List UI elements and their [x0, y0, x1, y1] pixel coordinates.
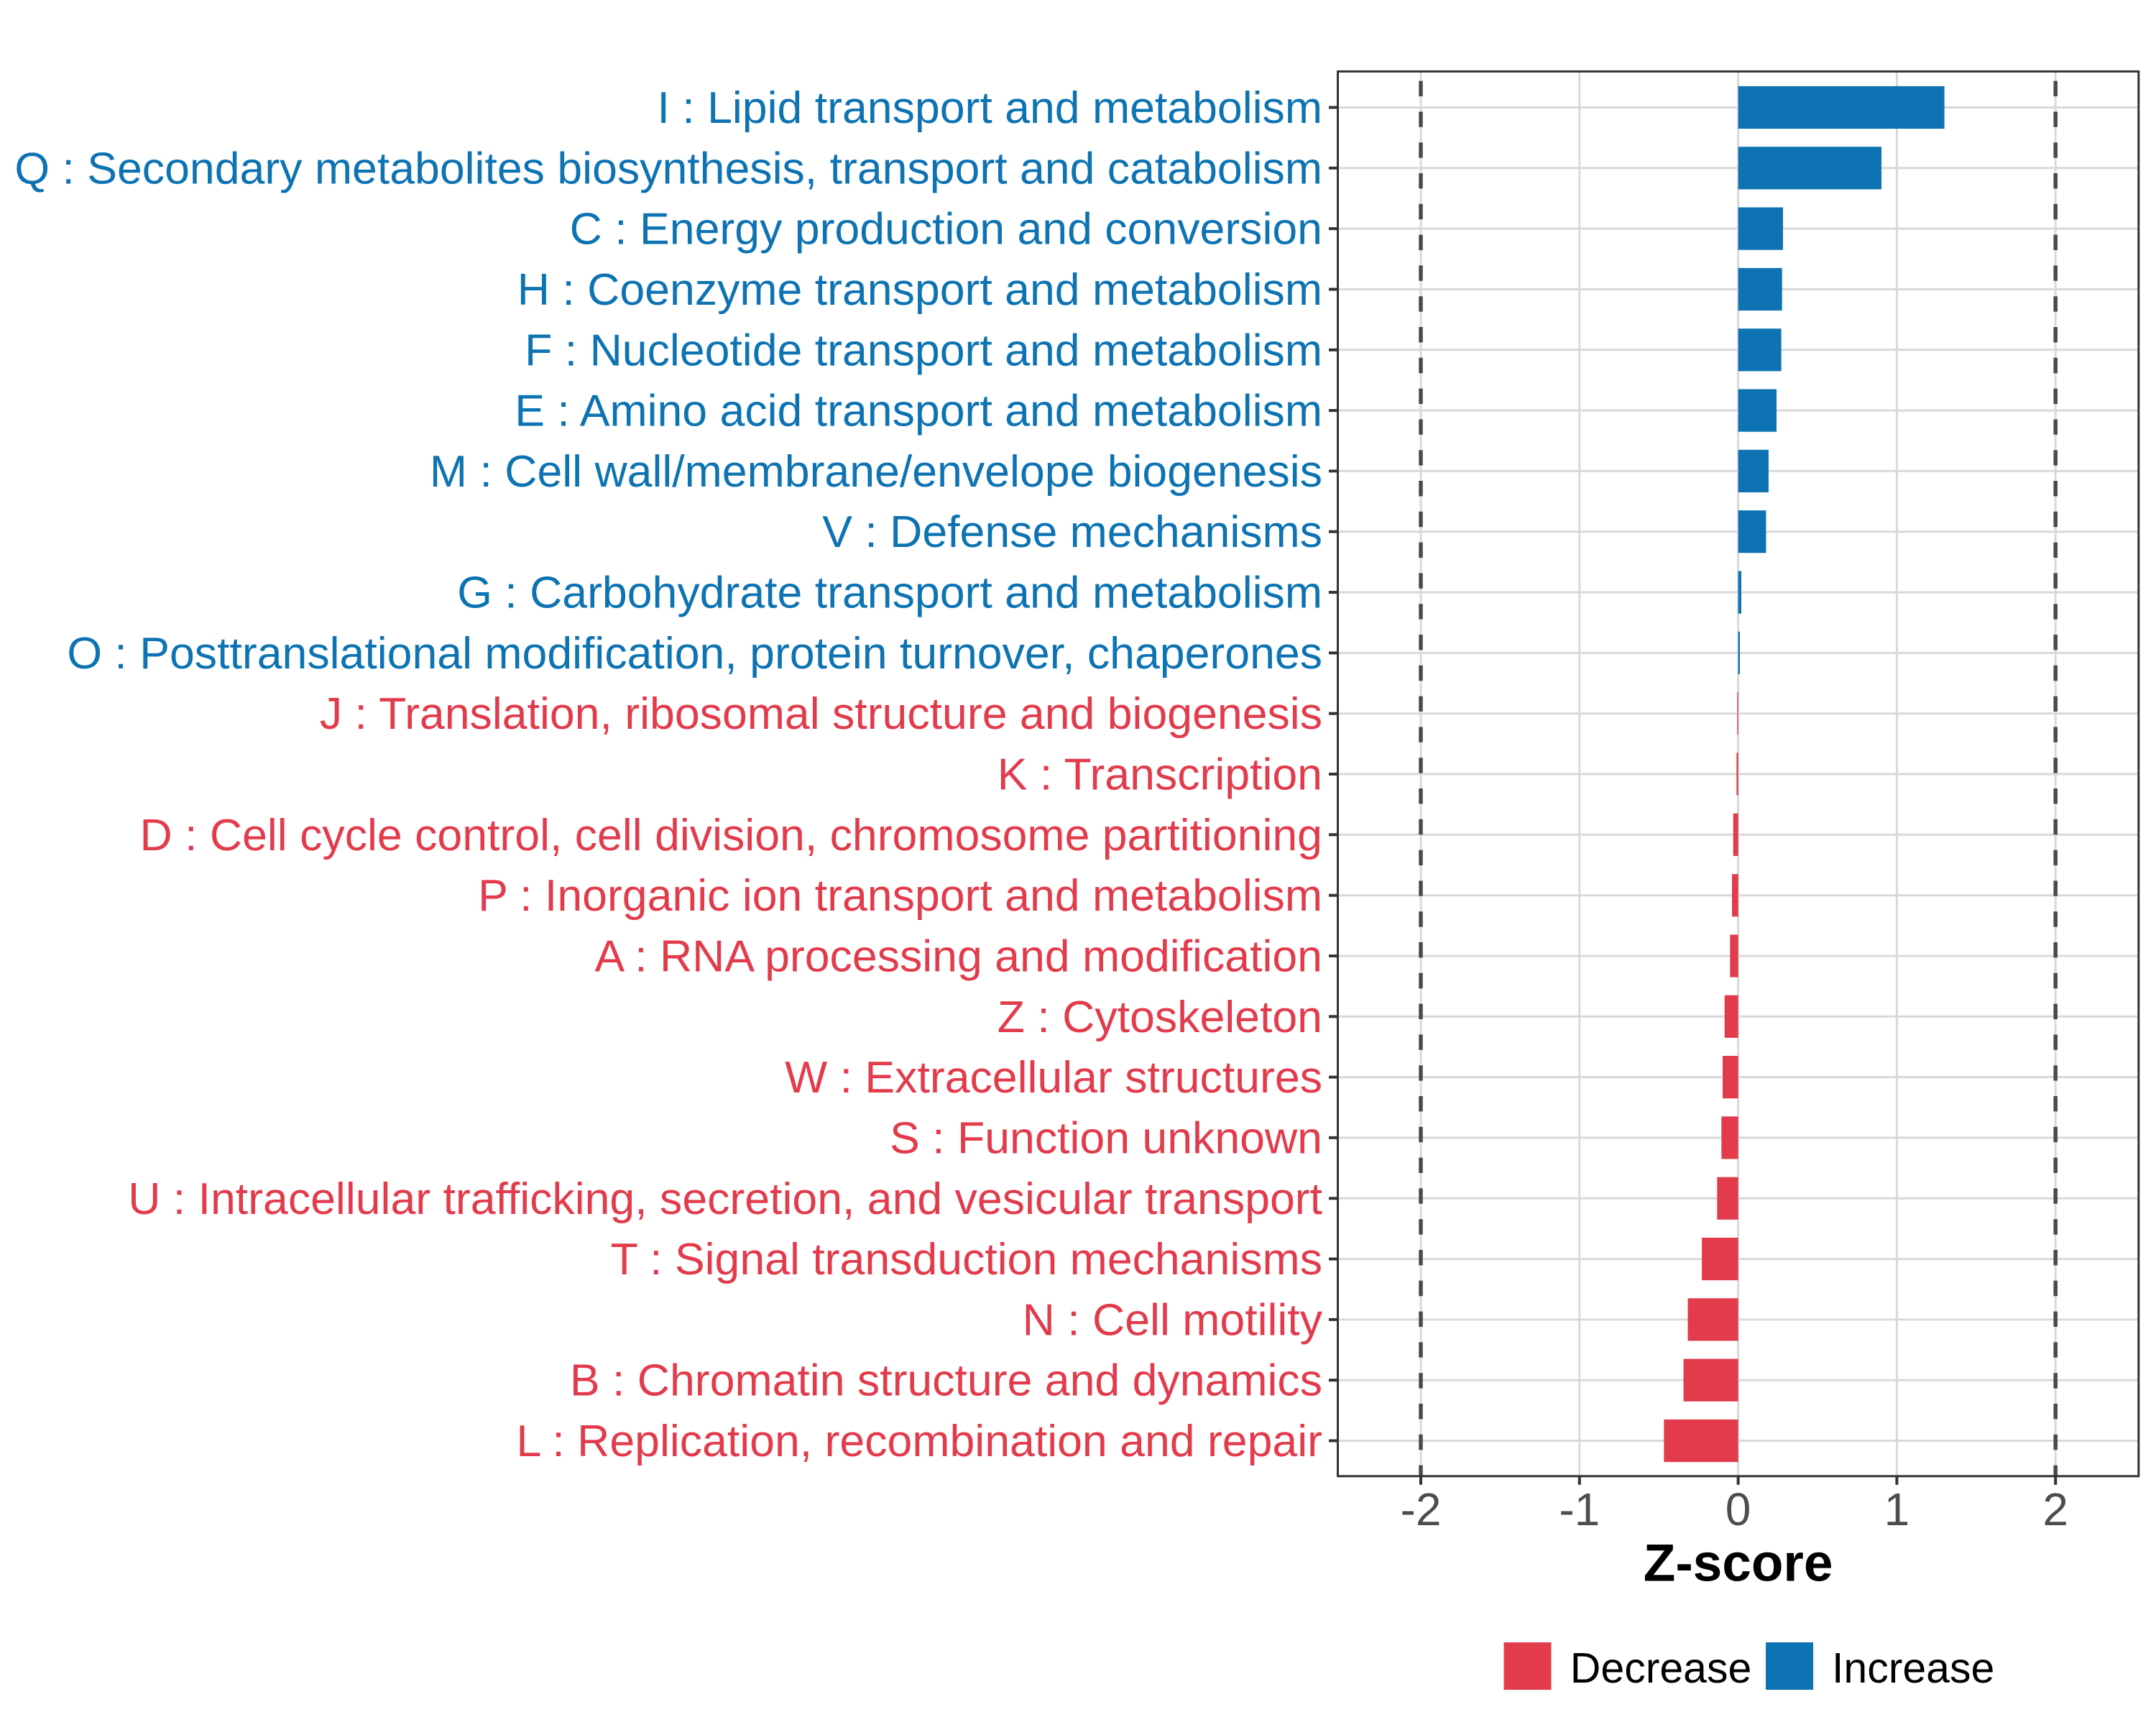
- svg-text:Increase: Increase: [1832, 1644, 1994, 1692]
- svg-text:I : Lipid transport and metabo: I : Lipid transport and metabolism: [658, 83, 1322, 133]
- svg-text:-2: -2: [1401, 1484, 1442, 1535]
- svg-text:O : Posttranslational modifica: O : Posttranslational modification, prot…: [67, 628, 1322, 678]
- svg-text:Decrease: Decrease: [1570, 1644, 1752, 1692]
- svg-text:2: 2: [2042, 1484, 2068, 1535]
- svg-text:P : Inorganic ion transport an: P : Inorganic ion transport and metaboli…: [478, 870, 1322, 921]
- svg-text:S : Function unknown: S : Function unknown: [890, 1113, 1322, 1163]
- svg-text:-1: -1: [1559, 1484, 1600, 1535]
- svg-text:Z : Cytoskeleton: Z : Cytoskeleton: [998, 992, 1322, 1042]
- svg-text:T : Signal transduction mechan: T : Signal transduction mechanisms: [611, 1234, 1322, 1284]
- svg-text:C : Energy production and conv: C : Energy production and conversion: [570, 204, 1322, 254]
- svg-text:Q : Secondary metabolites bios: Q : Secondary metabolites biosynthesis, …: [14, 143, 1322, 193]
- svg-text:N : Cell motility: N : Cell motility: [1023, 1294, 1323, 1345]
- svg-text:H : Coenzyme transport and met: H : Coenzyme transport and metabolism: [517, 264, 1322, 315]
- svg-text:A : RNA processing and modific: A : RNA processing and modification: [595, 932, 1322, 982]
- svg-text:U : Intracellular trafficking,: U : Intracellular trafficking, secretion…: [128, 1174, 1322, 1224]
- svg-text:F : Nucleotide transport and m: F : Nucleotide transport and metabolism: [525, 325, 1322, 375]
- svg-text:L : Replication, recombination: L : Replication, recombination and repai…: [516, 1416, 1322, 1466]
- svg-text:M : Cell wall/membrane/envelop: M : Cell wall/membrane/envelope biogenes…: [430, 446, 1322, 497]
- svg-text:1: 1: [1884, 1484, 1910, 1535]
- svg-text:D : Cell cycle control, cell d: D : Cell cycle control, cell division, c…: [140, 810, 1322, 860]
- svg-text:K : Transcription: K : Transcription: [998, 750, 1322, 800]
- svg-text:G : Carbohydrate transport and: G : Carbohydrate transport and metabolis…: [457, 568, 1322, 618]
- svg-text:B : Chromatin structure and dy: B : Chromatin structure and dynamics: [570, 1356, 1322, 1406]
- svg-text:E : Amino acid transport and m: E : Amino acid transport and metabolism: [515, 386, 1322, 436]
- svg-text:W : Extracellular structures: W : Extracellular structures: [785, 1052, 1322, 1103]
- svg-text:J : Translation, ribosomal str: J : Translation, ribosomal structure and…: [320, 689, 1322, 739]
- svg-text:Z-score: Z-score: [1644, 1535, 1833, 1593]
- svg-text:V : Defense mechanisms: V : Defense mechanisms: [822, 507, 1322, 557]
- svg-text:0: 0: [1726, 1484, 1751, 1535]
